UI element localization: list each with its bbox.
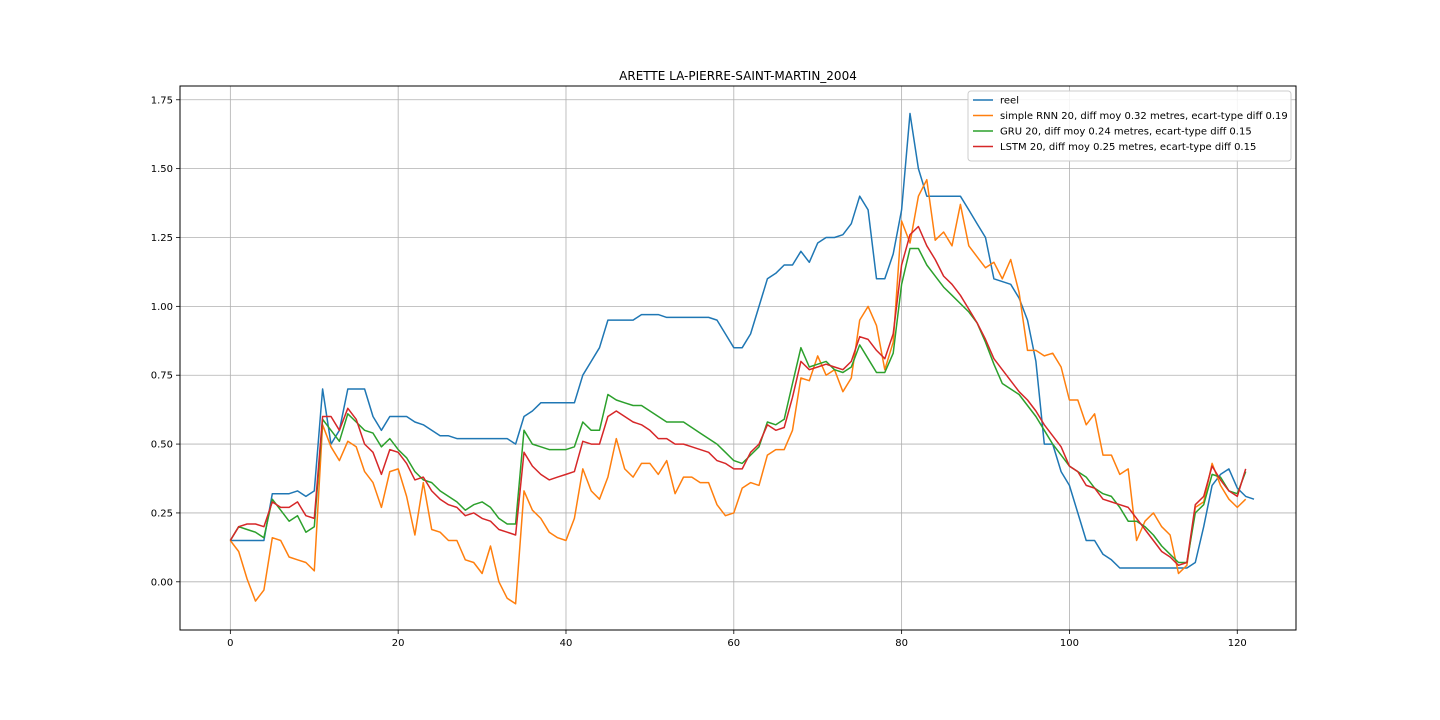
x-tick-label: 60 xyxy=(727,638,740,649)
series-line-1 xyxy=(229,178,1247,605)
y-tick-label: 0.75 xyxy=(151,371,173,382)
y-axis: 0.00 0.25 0.50 0.75 1.00 1.25 1.50 1.75 xyxy=(151,95,180,588)
x-tick-label: 80 xyxy=(895,638,908,649)
grid xyxy=(180,86,1296,630)
plot-frame xyxy=(179,85,1297,631)
y-tick-label: 1.25 xyxy=(151,233,173,244)
y-tick-label: 1.50 xyxy=(151,164,173,175)
series-line-0 xyxy=(230,112,1255,569)
y-tick-label: 0.25 xyxy=(151,508,173,519)
chart-title: ARETTE LA-PIERRE-SAINT-MARTIN_2004 xyxy=(619,69,857,83)
x-tick-label: 100 xyxy=(1060,638,1079,649)
x-tick-label: 40 xyxy=(560,638,573,649)
legend-entry-2: GRU 20, diff moy 0.24 metres, ecart-type… xyxy=(1000,127,1252,138)
legend-entry-1: simple RNN 20, diff moy 0.32 metres, eca… xyxy=(1000,111,1288,122)
series-layer xyxy=(229,112,1255,605)
legend-entry-3: LSTM 20, diff moy 0.25 metres, ecart-typ… xyxy=(1000,142,1256,153)
y-tick-label: 1.75 xyxy=(151,95,173,106)
legend-box xyxy=(967,90,1292,162)
series-line-3 xyxy=(229,225,1247,567)
y-tick-label: 1.00 xyxy=(151,302,173,313)
y-tick-label: 0.00 xyxy=(151,577,173,588)
legend-entry-0: reel xyxy=(1000,96,1019,107)
x-axis: 0 20 40 60 80 100 120 xyxy=(227,630,1247,649)
x-tick-label: 120 xyxy=(1228,638,1247,649)
y-tick-label: 0.50 xyxy=(151,440,173,451)
legend: reel simple RNN 20, diff moy 0.32 metres,… xyxy=(967,90,1292,162)
x-tick-label: 20 xyxy=(392,638,405,649)
x-tick-label: 0 xyxy=(227,638,233,649)
